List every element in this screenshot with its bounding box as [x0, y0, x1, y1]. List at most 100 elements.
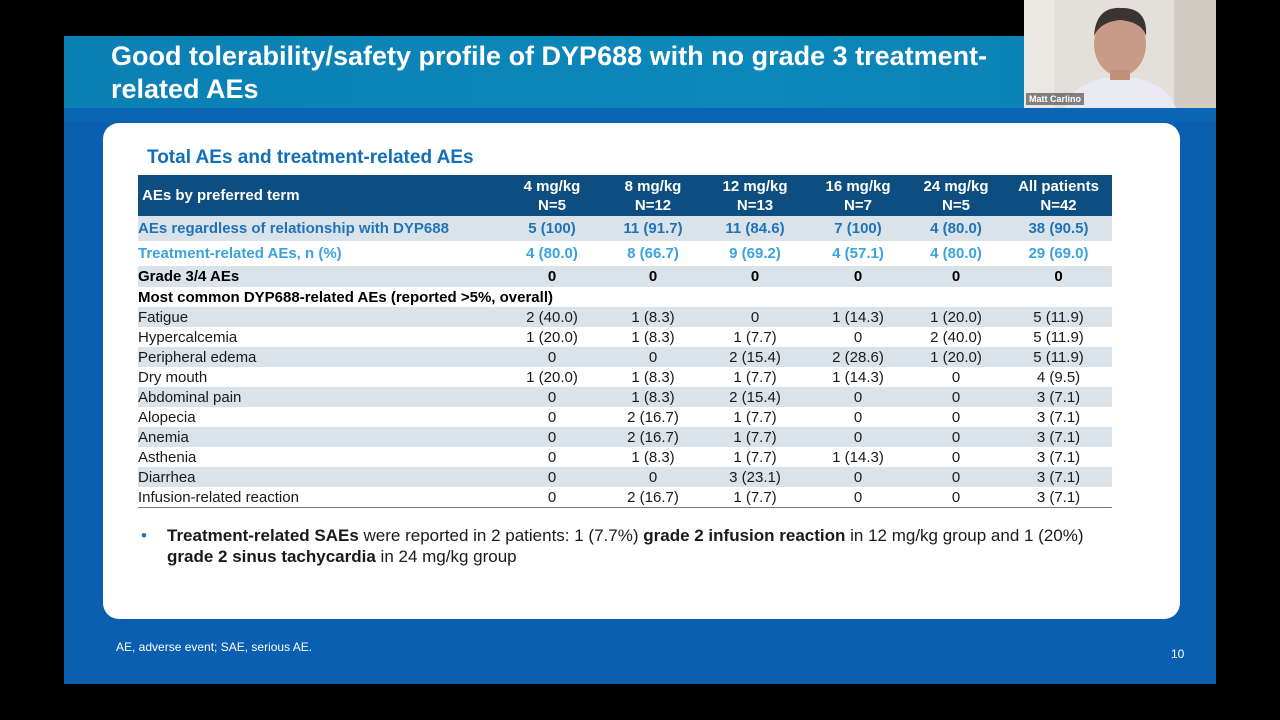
cell: 0 — [809, 467, 907, 487]
bullet-run: in 12 mg/kg group and 1 (20%) — [845, 526, 1084, 545]
ae-rows: Fatigue 2 (40.0) 1 (8.3) 0 1 (14.3) 1 (20.0) 5… — [138, 307, 1112, 508]
bullet-bold: grade 2 infusion reaction — [643, 526, 846, 545]
header-col-24mg: 24 mg/kg N=5 — [907, 175, 1005, 216]
cell: 5 (11.9) — [1005, 347, 1112, 367]
bullet-bold: Treatment-related SAEs — [167, 526, 359, 545]
table-header-row: AEs by preferred term 4 mg/kg N=5 8 mg/kg… — [138, 175, 1112, 216]
slide: Good tolerability/safety profile of DYP6… — [64, 36, 1216, 684]
header-dose: All patients — [1018, 177, 1099, 195]
cell: 1 (7.7) — [701, 327, 809, 347]
cell: 5 (100) — [499, 216, 605, 241]
cell: 1 (7.7) — [701, 487, 809, 508]
row-term: Abdominal pain — [138, 387, 499, 407]
bullet-dot: • — [141, 526, 147, 545]
cell: 0 — [499, 427, 605, 447]
row-term: Peripheral edema — [138, 347, 499, 367]
bullet-run: were reported in 2 patients: 1 (7.7%) — [358, 526, 644, 545]
cell: 0 — [809, 387, 907, 407]
cell: 0 — [809, 266, 907, 287]
cell: 1 (20.0) — [907, 307, 1005, 327]
row-treatment-related: Treatment-related AEs, n (%) 4 (80.0) 8 … — [138, 241, 1112, 266]
cell: 0 — [499, 266, 605, 287]
cell: 2 (28.6) — [809, 347, 907, 367]
cell: 3 (7.1) — [1005, 447, 1112, 467]
cell: 0 — [605, 266, 701, 287]
table-row: Alopecia 0 2 (16.7) 1 (7.7) 0 0 3 (7.1) — [138, 407, 1112, 427]
header-n: N=13 — [736, 196, 774, 214]
cell: 1 (8.3) — [605, 327, 701, 347]
cell: 0 — [907, 487, 1005, 508]
row-term: Grade 3/4 AEs — [138, 266, 499, 287]
cell: 2 (15.4) — [701, 347, 809, 367]
header-col-all: All patients N=42 — [1005, 175, 1112, 216]
webcam-thumbnail[interactable]: Matt Carlino — [1024, 0, 1216, 108]
table-row: Anemia 0 2 (16.7) 1 (7.7) 0 0 3 (7.1) — [138, 427, 1112, 447]
cell: 9 (69.2) — [701, 241, 809, 266]
table-heading: Total AEs and treatment-related AEs — [147, 147, 474, 168]
cell: 0 — [907, 266, 1005, 287]
header-col-4mg: 4 mg/kg N=5 — [499, 175, 605, 216]
cell: 1 (14.3) — [809, 447, 907, 467]
row-term: Treatment-related AEs, n (%) — [138, 241, 499, 266]
header-col-8mg: 8 mg/kg N=12 — [605, 175, 701, 216]
cell: 0 — [907, 467, 1005, 487]
table-row: Hypercalcemia 1 (20.0) 1 (8.3) 1 (7.7) 0 2 (4… — [138, 327, 1112, 347]
presenter-video — [1024, 0, 1216, 108]
cell: 1 (8.3) — [605, 307, 701, 327]
header-dose: 12 mg/kg — [722, 177, 788, 195]
cell: 2 (16.7) — [605, 407, 701, 427]
cell: 0 — [907, 407, 1005, 427]
row-term: Infusion-related reaction — [138, 487, 499, 508]
cell: 5 (11.9) — [1005, 307, 1112, 327]
header-col-16mg: 16 mg/kg N=7 — [809, 175, 907, 216]
header-dose: 24 mg/kg — [923, 177, 989, 195]
cell: 0 — [605, 347, 701, 367]
cell: 1 (20.0) — [907, 347, 1005, 367]
cell: 0 — [1005, 266, 1112, 287]
header-dose: 16 mg/kg — [825, 177, 891, 195]
cell: 3 (7.1) — [1005, 487, 1112, 508]
bullet-text: Treatment-related SAEs were reported in … — [141, 525, 1121, 567]
cell: 0 — [907, 427, 1005, 447]
cell: 11 (91.7) — [605, 216, 701, 241]
cell: 0 — [499, 407, 605, 427]
page-number: 10 — [1171, 647, 1185, 661]
cell: 1 (7.7) — [701, 407, 809, 427]
row-term: Hypercalcemia — [138, 327, 499, 347]
content-card: Total AEs and treatment-related AEs AEs … — [103, 123, 1180, 619]
header-n: N=7 — [844, 196, 872, 214]
row-term: AEs regardless of relationship with DYP6… — [138, 216, 499, 241]
cell: 1 (14.3) — [809, 367, 907, 387]
header-dose: 4 mg/kg — [523, 177, 581, 195]
cell: 4 (9.5) — [1005, 367, 1112, 387]
bullet-sae: • Treatment-related SAEs were reported i… — [141, 525, 1121, 567]
cell: 2 (15.4) — [701, 387, 809, 407]
slide-title: Good tolerability/safety profile of DYP6… — [111, 41, 988, 104]
cell: 0 — [809, 487, 907, 508]
row-common-label: Most common DYP688-related AEs (reported… — [138, 287, 1112, 307]
footnote: AE, adverse event; SAE, serious AE. — [116, 640, 313, 654]
table-row: Abdominal pain 0 1 (8.3) 2 (15.4) 0 0 3 (7.1) — [138, 387, 1112, 407]
row-term: Diarrhea — [138, 467, 499, 487]
header-n: N=5 — [942, 196, 970, 214]
cell: 0 — [605, 467, 701, 487]
cell: 0 — [907, 367, 1005, 387]
cell: 38 (90.5) — [1005, 216, 1112, 241]
table-row: Diarrhea 0 0 3 (23.1) 0 0 3 (7.1) — [138, 467, 1112, 487]
cell: 4 (57.1) — [809, 241, 907, 266]
cell: 1 (14.3) — [809, 307, 907, 327]
table-row: Peripheral edema 0 0 2 (15.4) 2 (28.6) 1 (20.… — [138, 347, 1112, 367]
header-col-12mg: 12 mg/kg N=13 — [701, 175, 809, 216]
cell: 0 — [809, 407, 907, 427]
ae-table: AEs by preferred term 4 mg/kg N=5 8 mg/kg… — [138, 175, 1112, 508]
cell: 1 (7.7) — [701, 427, 809, 447]
cell: 8 (66.7) — [605, 241, 701, 266]
cell: 4 (80.0) — [907, 241, 1005, 266]
cell: 0 — [809, 327, 907, 347]
row-term: Asthenia — [138, 447, 499, 467]
cell: 2 (40.0) — [907, 327, 1005, 347]
cell: 2 (16.7) — [605, 427, 701, 447]
row-any-ae: AEs regardless of relationship with DYP6… — [138, 216, 1112, 241]
cell: 4 (80.0) — [499, 241, 605, 266]
table-row: Asthenia 0 1 (8.3) 1 (7.7) 1 (14.3) 0 3 (7.1) — [138, 447, 1112, 467]
